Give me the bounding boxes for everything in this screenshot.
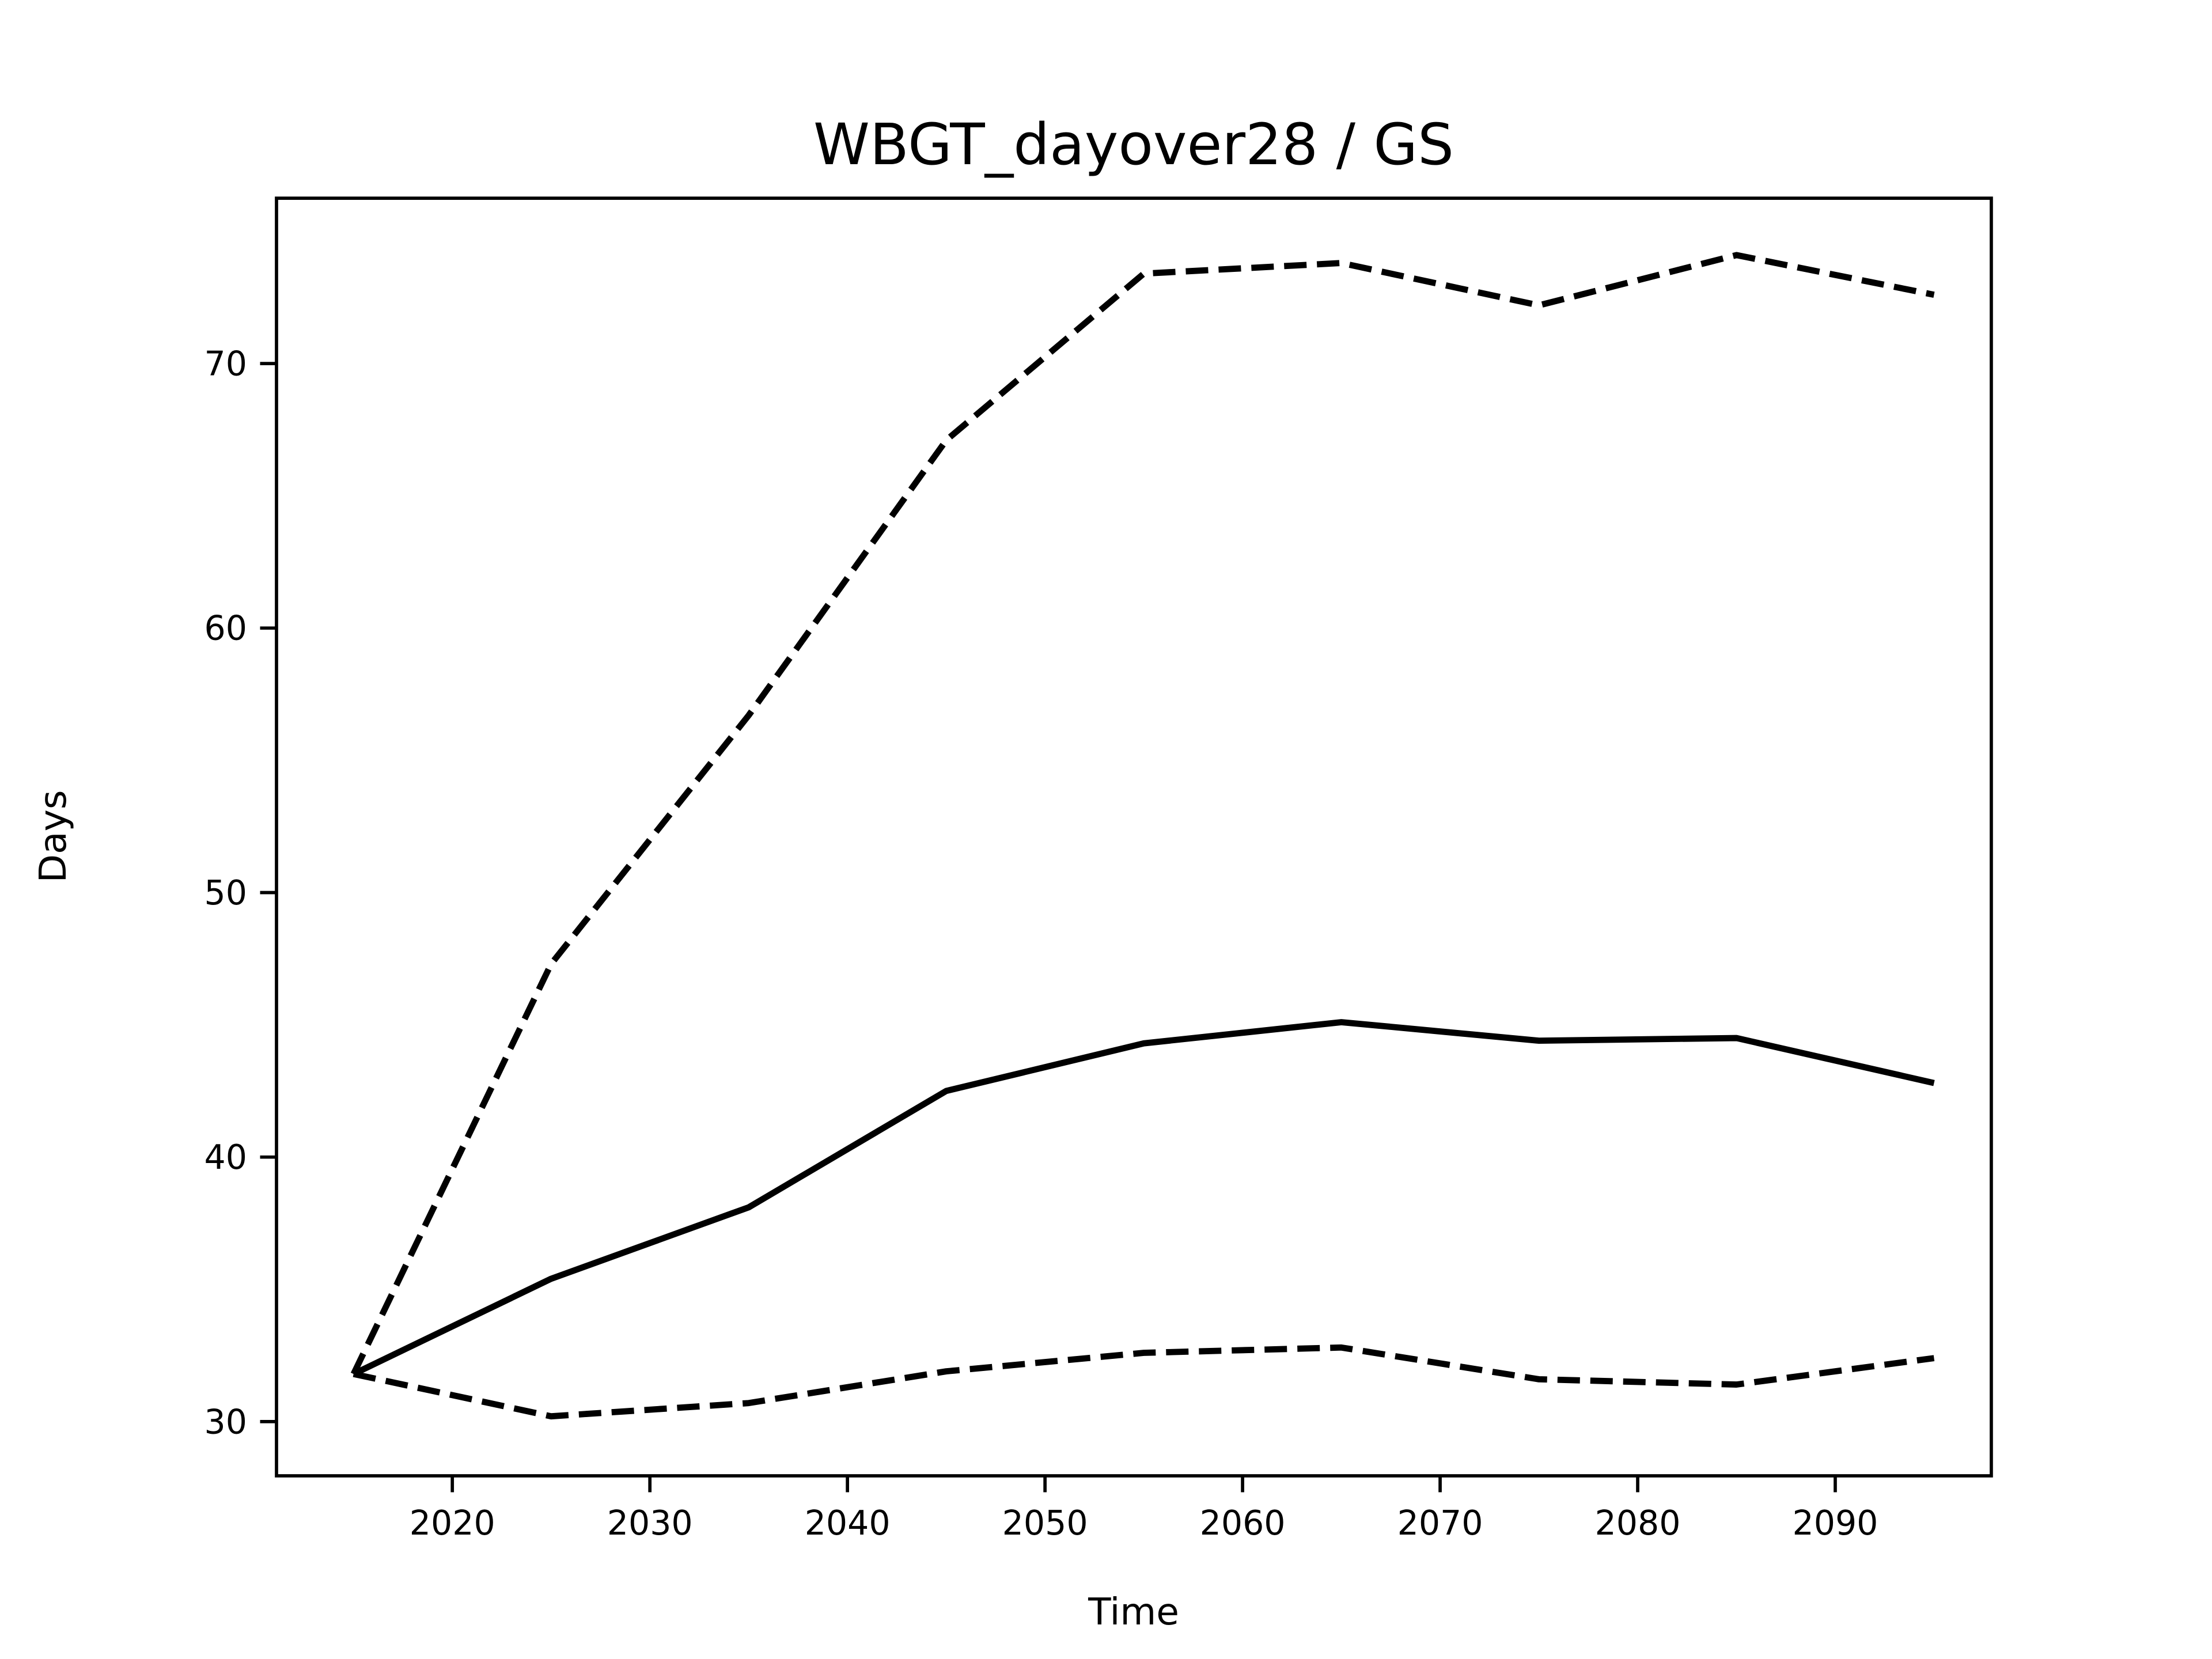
x-tick-label: 2050 bbox=[1002, 1503, 1088, 1543]
series-line-mean-solid bbox=[352, 1019, 1935, 1377]
y-axis-label: Days bbox=[32, 790, 75, 883]
y-tick-label: 40 bbox=[204, 1138, 247, 1177]
y-tick-label: 50 bbox=[204, 873, 247, 912]
x-tick-label: 2060 bbox=[1200, 1503, 1286, 1543]
y-tick-label: 70 bbox=[204, 344, 247, 383]
x-tick-label: 2080 bbox=[1595, 1503, 1681, 1543]
x-axis-label: Time bbox=[1088, 1590, 1179, 1634]
x-tick-label: 2020 bbox=[410, 1503, 495, 1543]
series-line-upper-bound-dashed bbox=[350, 252, 1935, 1376]
y-tick-label: 60 bbox=[204, 609, 247, 648]
x-tick-label: 2090 bbox=[1793, 1503, 1878, 1543]
series-line-lower-bound-dashed bbox=[353, 1344, 1935, 1420]
chart-title: WBGT_dayover28 / GS bbox=[813, 112, 1454, 178]
x-tick-label: 2030 bbox=[607, 1503, 693, 1543]
x-tick-label: 2040 bbox=[805, 1503, 891, 1543]
plot-area: 2020 2030 2040 2050 2060 2070 2080 2090 30 40 50 60… bbox=[204, 196, 1993, 1543]
y-tick-label: 30 bbox=[204, 1402, 247, 1441]
axes-frame bbox=[275, 196, 1993, 1478]
x-tick-label: 2070 bbox=[1397, 1503, 1483, 1543]
